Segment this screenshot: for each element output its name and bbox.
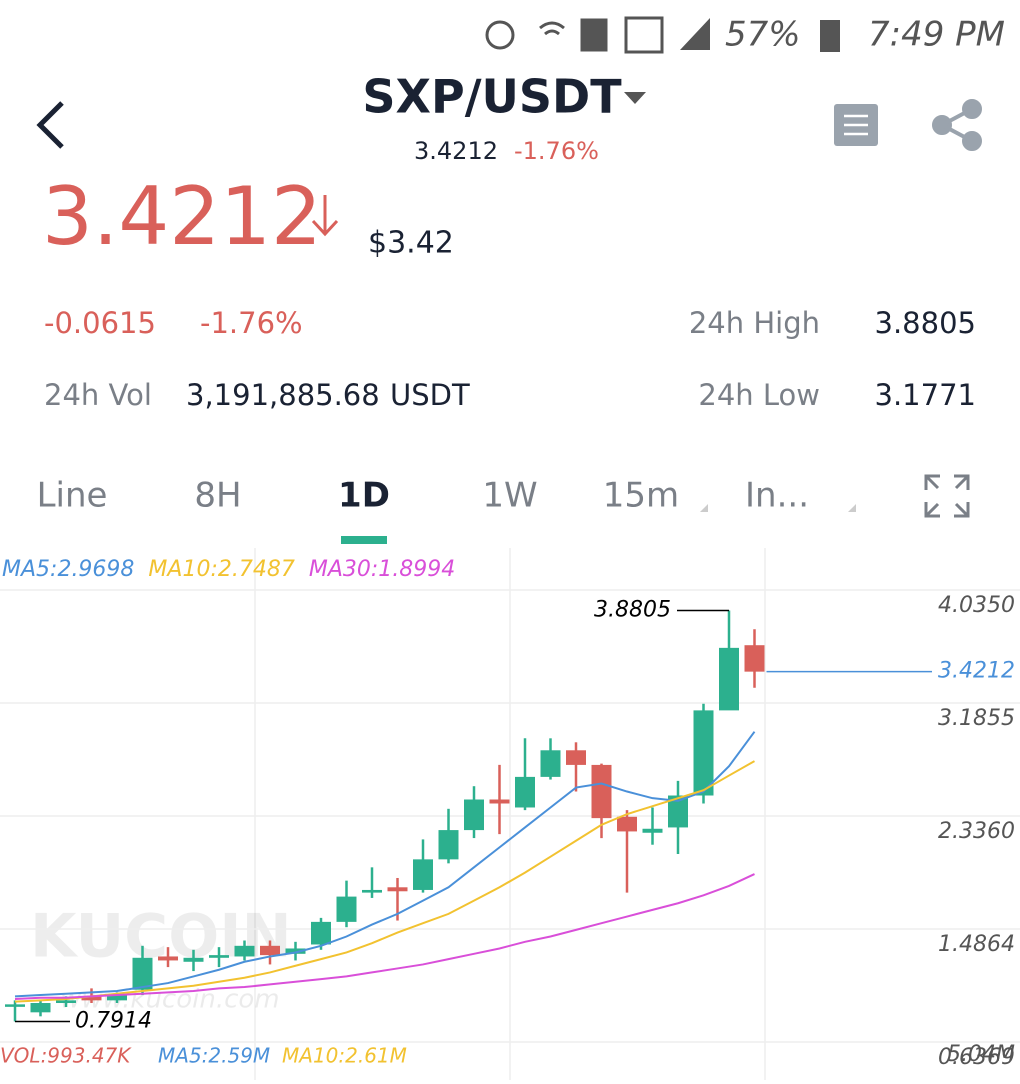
battery: 57% xyxy=(725,15,801,55)
high-value: 3.8805 xyxy=(875,306,976,340)
candle-body xyxy=(132,957,153,990)
candle-body xyxy=(540,750,561,777)
candle-body xyxy=(668,795,688,828)
candle-body xyxy=(209,955,229,958)
last-price-label: 3.4212 xyxy=(938,659,1015,684)
pair-dropdown[interactable] xyxy=(624,92,646,104)
candle-body xyxy=(285,948,306,954)
fullscreen-button[interactable] xyxy=(924,474,970,518)
chart: KUCOINwww.kucoin.com4.03503.18552.33601.… xyxy=(0,548,1020,1080)
candle-body xyxy=(515,776,535,808)
tab-indicator xyxy=(341,536,387,544)
min-label: 0.7914 xyxy=(75,1008,152,1033)
ma-line xyxy=(14,873,755,1001)
candle-body xyxy=(81,996,102,1001)
tab[interactable]: 1D xyxy=(338,476,390,516)
header-change: -1.76% xyxy=(514,137,599,165)
candle-body xyxy=(744,645,765,672)
candle-body xyxy=(566,750,586,765)
y-tick-label: 3.1855 xyxy=(938,706,1015,731)
candle-body xyxy=(158,956,178,961)
tab[interactable]: 15m xyxy=(603,476,679,516)
volume-ma: MA10:2.61M xyxy=(282,1044,407,1068)
legend-entry: MA5:2.9698 xyxy=(2,557,134,582)
vol-label: 24h Vol xyxy=(44,378,152,412)
pair-title[interactable]: SXP/USDT xyxy=(362,70,622,124)
header-price: 3.4212 xyxy=(414,137,498,165)
y-tick-label: 1.4864 xyxy=(938,932,1015,957)
low-label: 24h Low xyxy=(698,378,820,412)
status-icons xyxy=(485,16,840,54)
y-tick-label: 4.0350 xyxy=(938,593,1015,618)
legend-entry: MA10:2.7487 xyxy=(148,557,294,582)
clock: 7:49 PM xyxy=(868,15,1005,55)
candle-body xyxy=(719,647,739,711)
down-arrow xyxy=(311,195,339,237)
tab[interactable]: 1W xyxy=(482,476,537,516)
candle-body xyxy=(617,816,637,832)
last-price: 3.4212 xyxy=(42,170,322,263)
candle-body xyxy=(107,995,127,1001)
volume-axis-label: 5.04M xyxy=(947,1042,1015,1067)
candle-body xyxy=(642,828,663,833)
max-label: 3.8805 xyxy=(594,598,671,623)
y-tick-label: 0.6369 xyxy=(938,1045,1015,1070)
tab-bar: Line 8H 1D 1W 15m In... xyxy=(37,476,809,544)
volume-ma: MA5:2.59M xyxy=(158,1044,270,1068)
candle-body xyxy=(5,1004,25,1007)
candle-body xyxy=(362,889,382,893)
candle-body xyxy=(489,799,510,804)
candle-body xyxy=(413,859,433,890)
menu-button[interactable] xyxy=(834,104,878,146)
change-pct: -1.76% xyxy=(200,306,303,340)
ma-line xyxy=(14,760,755,1003)
candle-body xyxy=(30,1003,51,1013)
ma-line xyxy=(14,731,756,998)
candle-body xyxy=(311,921,331,945)
candle-body xyxy=(693,710,714,796)
candle-body xyxy=(183,957,204,962)
y-tick-label: 2.3360 xyxy=(938,819,1015,844)
candle-body xyxy=(387,887,408,892)
candle-body xyxy=(56,1000,76,1004)
candle-body xyxy=(234,945,255,957)
legend-entry: MA30:1.8994 xyxy=(309,557,455,582)
vol-value: 3,191,885.68 xyxy=(186,378,380,412)
candle-body xyxy=(464,799,484,831)
candle-body xyxy=(260,945,280,956)
change-abs: -0.0615 xyxy=(44,306,156,340)
candle-body xyxy=(591,764,612,819)
tab[interactable]: In... xyxy=(745,476,809,516)
share-button[interactable] xyxy=(932,99,982,151)
tab[interactable]: 8H xyxy=(194,476,241,516)
candle-body xyxy=(438,830,459,860)
volume-label: VOL:993.47K xyxy=(0,1044,132,1068)
tab[interactable]: Line xyxy=(37,476,108,516)
vol-unit: USDT xyxy=(390,378,470,412)
low-value: 3.1771 xyxy=(875,378,976,412)
back-button[interactable] xyxy=(36,101,64,149)
fiat-price: $3.42 xyxy=(368,226,454,261)
high-label: 24h High xyxy=(689,306,820,340)
candle-body xyxy=(336,896,357,922)
